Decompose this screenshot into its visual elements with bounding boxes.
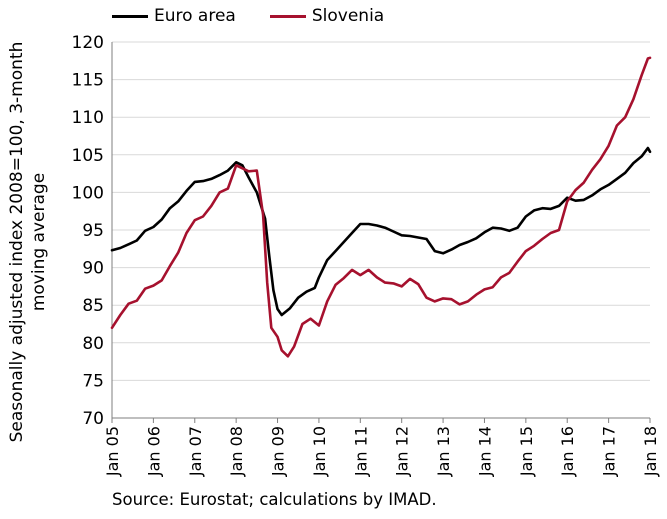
x-tick-label: Jan 15: [517, 426, 536, 477]
y-axis-label-line: Seasonally adjusted index 2008=100, 3-mo…: [7, 42, 27, 443]
legend-item-slovenia: Slovenia: [269, 6, 385, 26]
x-tick-label: Jan 12: [393, 426, 412, 477]
axes: [111, 42, 651, 423]
y-tick-label: 90: [82, 259, 104, 279]
x-tick-label: Jan 14: [475, 426, 494, 477]
x-tick-label: Jan 10: [310, 426, 329, 477]
x-tick-label: Jan 11: [351, 426, 370, 477]
legend-swatch-slovenia: [269, 14, 306, 18]
grid-lines: [112, 41, 650, 419]
x-tick-labels: Jan 05 Jan 06 Jan 07 Jan 08 Jan 09 Jan 10 Jan …: [103, 426, 660, 477]
y-tick-label: 100: [72, 183, 104, 203]
legend-label-euro-area: Euro area: [154, 6, 236, 26]
legend-label-slovenia: Slovenia: [311, 6, 385, 26]
x-tick-label: Jan 06: [144, 426, 163, 477]
x-tick-label: Jan 08: [227, 426, 246, 477]
y-tick-label: 115: [72, 71, 104, 91]
legend-item-euro-area: Euro area: [112, 6, 236, 26]
source-note: Source: Eurostat; calculations by IMAD.: [112, 490, 437, 509]
series-lines: [110, 56, 652, 358]
y-tick-label: 85: [82, 296, 104, 316]
y-axis-label-line: moving average: [29, 173, 49, 311]
x-tick-label: Jan 09: [269, 426, 288, 477]
y-tick-label: 70: [82, 409, 104, 429]
y-axis-label: Seasonally adjusted index 2008=100, 3-mo…: [7, 42, 49, 443]
y-tick-label: 120: [72, 33, 104, 53]
x-tick-label: Jan 05: [103, 426, 122, 477]
series-line-slovenia: [110, 56, 652, 358]
y-tick-label: 110: [72, 108, 104, 128]
legend: Euro area Slovenia: [112, 6, 384, 26]
y-tick-label: 75: [82, 371, 104, 391]
y-tick-label: 105: [72, 146, 104, 166]
legend-swatch-euro-area: [112, 14, 148, 18]
y-tick-label: 80: [82, 334, 104, 354]
x-tick-label: Jan 16: [558, 426, 577, 477]
x-tick-label: Jan 18: [641, 426, 660, 477]
y-tick-labels: 70 75 80 85 90 95 100 105 110 115 120: [72, 33, 104, 429]
x-tick-label: Jan 17: [600, 426, 619, 477]
y-tick-label: 95: [82, 221, 104, 241]
series-line-euro-area: [110, 146, 652, 317]
x-tick-label: Jan 13: [434, 426, 453, 477]
x-tick-label: Jan 07: [186, 426, 205, 477]
